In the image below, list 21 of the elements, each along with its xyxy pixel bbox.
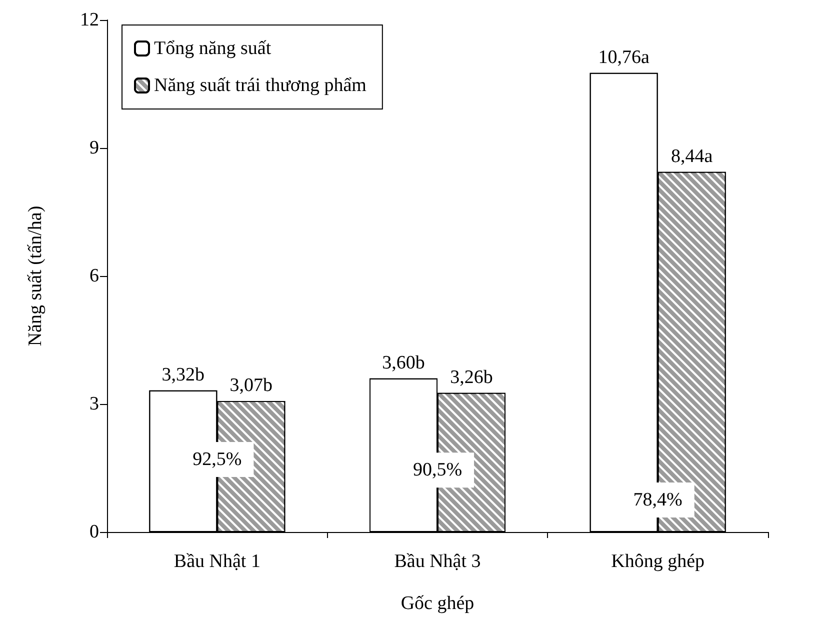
data-label: 3,07b [230,375,273,396]
legend-label: Tổng năng suất [154,38,272,59]
annotation: 92,5% [192,448,242,470]
annotation: 78,4% [633,490,683,510]
data-label: 10,76a [598,46,650,68]
x-axis-title: Gốc ghép [400,593,474,614]
y-tick-label: 9 [90,138,99,158]
y-tick-label: 12 [80,10,99,30]
data-label: 3,60b [382,352,425,374]
data-label: 3,26b [450,366,493,388]
annotation: 90,5% [412,460,462,481]
y-tick-label: 0 [90,522,99,542]
x-tick-label: Không ghép [611,551,705,572]
data-label: 8,44a [670,146,714,167]
y-axis-title: Năng suất (tấn/ha) [25,206,46,346]
data-label: 3,32b [162,364,205,386]
y-tick-label: 6 [90,266,99,286]
y-tick-label: 3 [90,394,99,414]
legend-label: Năng suất trái thương phẩm [154,75,367,96]
x-tick-label: Bầu Nhật 1 [174,551,260,572]
x-tick-label: Bầu Nhật 3 [394,551,481,572]
